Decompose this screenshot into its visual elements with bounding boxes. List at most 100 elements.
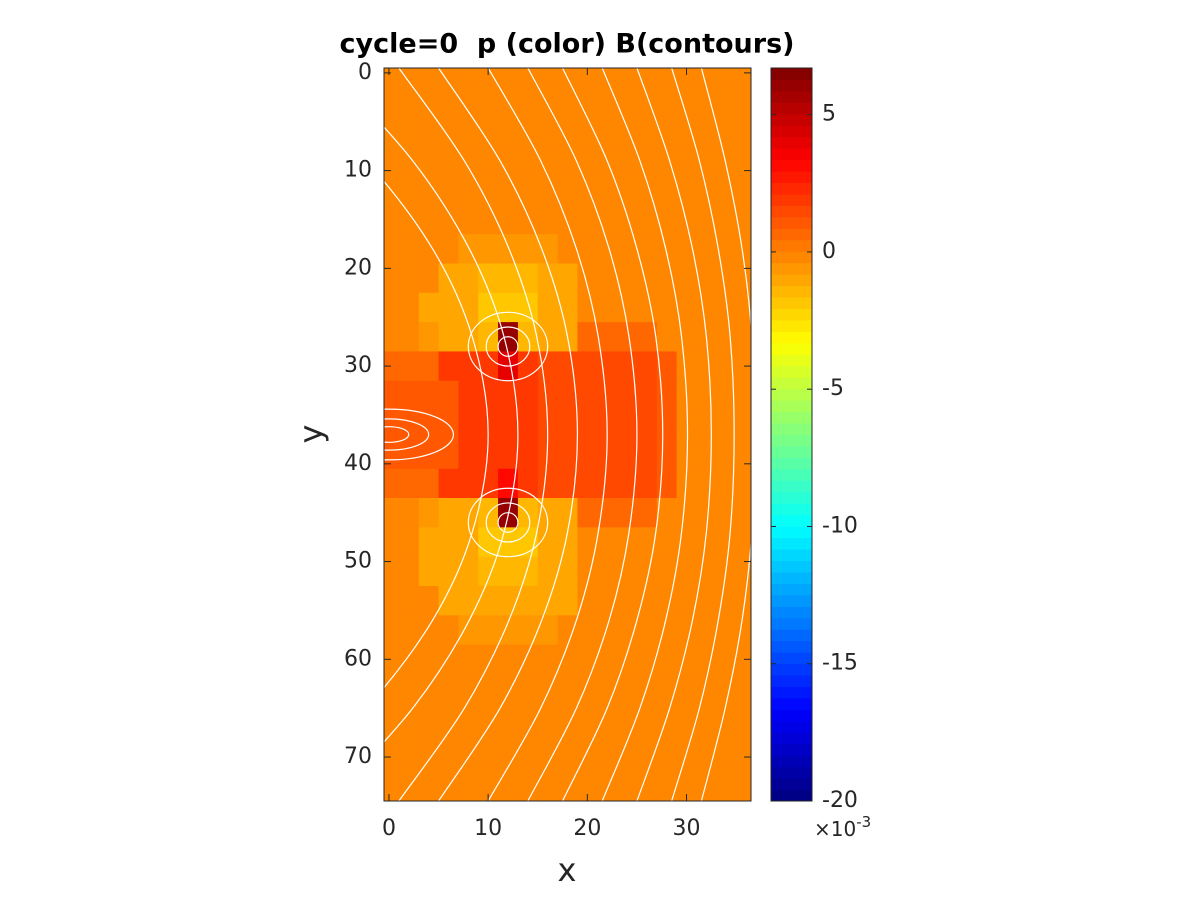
heatmap-cell [458, 234, 479, 265]
heatmap-cell [656, 87, 678, 118]
heatmap-cell [458, 703, 479, 734]
heatmap-cell [498, 644, 519, 675]
heatmap-cell [517, 644, 539, 675]
heatmap-cell [716, 585, 737, 616]
heatmap-cell [458, 556, 479, 587]
heatmap-cell [418, 703, 440, 734]
colorbar-segment [771, 400, 812, 413]
heatmap-cell [557, 468, 579, 499]
heatmap-cell [478, 234, 499, 265]
heatmap-cell [636, 585, 658, 616]
heatmap-cell [676, 116, 698, 147]
heatmap-cell [617, 68, 638, 89]
colorbar-segment [771, 125, 812, 138]
heatmap-cell [716, 234, 737, 265]
colorbar: -20 -15 -10 -5 0 5 ×10-3 [770, 67, 871, 841]
colorbar-segment [771, 468, 812, 481]
heatmap-cell [537, 175, 559, 206]
heatmap-cell [438, 322, 459, 353]
heatmap-cell [478, 380, 499, 411]
heatmap-cell [398, 351, 420, 382]
heatmap-cell [736, 644, 751, 675]
heatmap-cell [384, 556, 400, 587]
heatmap-cell [636, 703, 658, 734]
heatmap-cell [736, 585, 751, 616]
heatmap-cell [656, 175, 678, 206]
heatmap-cell [736, 703, 751, 734]
colorbar-segment [771, 480, 812, 493]
heatmap-cell [498, 585, 519, 616]
heatmap-cell [597, 673, 618, 704]
heatmap-cell [517, 380, 539, 411]
heatmap-cell [617, 498, 638, 528]
heatmap-cell [577, 703, 598, 734]
heatmap-cell [716, 468, 737, 499]
heatmap-cell [418, 791, 440, 801]
heatmap-cell [736, 116, 751, 147]
x-tick-label: 0 [382, 816, 396, 841]
colorbar-segment [771, 732, 812, 745]
x-tick-label: 10 [474, 816, 502, 841]
heatmap-cell [438, 351, 459, 382]
y-tick-label: 10 [344, 158, 372, 183]
heatmap-cell [438, 175, 459, 206]
heatmap-cell [537, 234, 559, 265]
heatmap-cell [736, 732, 751, 763]
heatmap-cell [557, 673, 579, 704]
heatmap-cell [676, 703, 698, 734]
heatmap-cell [636, 791, 658, 801]
heatmap-cell [498, 761, 519, 792]
heatmap-cell [498, 380, 519, 411]
heatmap-cell [736, 673, 751, 704]
heatmap-cell [384, 732, 400, 763]
heatmap-cell [418, 351, 440, 382]
heatmap-cell [498, 263, 519, 294]
heatmap-cell [517, 439, 539, 470]
heatmap-cell [478, 439, 499, 470]
heatmap-cell [676, 322, 698, 353]
heatmap-cell [438, 673, 459, 704]
heatmap-cell [696, 791, 717, 801]
heatmap-cell [438, 585, 459, 616]
heatmap-cell [676, 615, 698, 646]
heatmap-cell [398, 322, 420, 353]
colorbar-segment [771, 445, 812, 458]
colorbar-segment [771, 537, 812, 550]
heatmap-cell [438, 234, 459, 265]
heatmap-cell [617, 791, 638, 801]
heatmap-cell [458, 146, 479, 177]
colorbar-segment [771, 193, 812, 206]
heatmap-cell [498, 556, 519, 587]
heatmap-cell [398, 204, 420, 235]
heatmap-cell [676, 468, 698, 499]
y-tick-label: 0 [358, 60, 372, 85]
colorbar-frame [770, 67, 813, 802]
contour-line [700, 68, 751, 801]
heatmap-cell [478, 175, 499, 206]
heatmap-cell [716, 791, 737, 801]
heatmap-cell [418, 175, 440, 206]
heatmap-cell [478, 292, 499, 323]
heatmap-cell [696, 703, 717, 734]
heatmap-cell [398, 556, 420, 587]
heatmap-cell [517, 263, 539, 294]
heatmap-cell [498, 703, 519, 734]
heatmap-cell [537, 204, 559, 235]
heatmap-cell [617, 146, 638, 177]
contour-loop [384, 408, 455, 461]
heatmap-cell [458, 204, 479, 235]
heatmap-cell [384, 673, 400, 704]
colorbar-segment [771, 526, 812, 539]
heatmap-cell [597, 292, 618, 323]
colorbar-segment [771, 766, 812, 779]
heatmap-cell [418, 380, 440, 411]
heatmap-cell [617, 703, 638, 734]
heatmap-cell [636, 615, 658, 646]
heatmap-cell [478, 673, 499, 704]
heatmap-cell [636, 234, 658, 265]
colorbar-segment [771, 629, 812, 642]
heatmap-cell [656, 498, 678, 528]
heatmap-cell [557, 498, 579, 528]
heatmap-cell [696, 439, 717, 470]
